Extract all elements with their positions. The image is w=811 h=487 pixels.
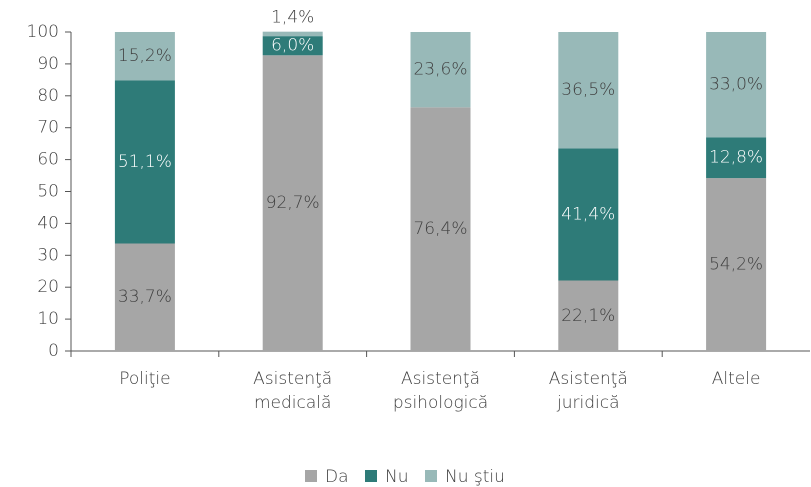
bar-segment — [558, 32, 619, 149]
bar-segment — [410, 107, 471, 351]
bar-segment — [706, 137, 767, 179]
data-label: 6,0% — [271, 36, 314, 56]
bar-segment — [262, 55, 323, 352]
data-label: 41,4% — [561, 204, 615, 224]
y-tick-label: 40 — [37, 213, 59, 233]
data-label: 1,4% — [271, 8, 314, 28]
y-tick-label: 60 — [37, 150, 59, 170]
legend-label: Nu — [385, 467, 409, 487]
y-tick-label: 10 — [37, 309, 59, 329]
y-tick-label: 30 — [37, 245, 59, 265]
data-label: 92,7% — [266, 193, 320, 213]
bar-segment — [262, 36, 323, 56]
y-tick-label: 80 — [37, 86, 59, 106]
y-tick-label: 90 — [37, 54, 59, 74]
bar-segment — [410, 32, 471, 108]
bar-segment — [706, 178, 767, 351]
y-tick-label: 100 — [27, 22, 59, 42]
x-tick-label: Asistenţă medicală — [253, 369, 332, 413]
x-tick-label: Asistenţă juridică — [549, 369, 628, 413]
data-label: 12,8% — [709, 148, 763, 168]
legend-swatch — [365, 470, 377, 482]
data-label: 23,6% — [413, 60, 467, 80]
x-tick-label: Asistenţă psihologică — [393, 369, 488, 413]
bar-segment — [262, 31, 323, 37]
x-tick-label: Altele — [712, 369, 761, 389]
y-tick-label: 50 — [37, 182, 59, 202]
data-label: 15,2% — [118, 46, 172, 66]
data-label: 36,5% — [561, 80, 615, 100]
data-label: 33,7% — [118, 287, 172, 307]
legend-swatch — [425, 470, 437, 482]
legend-swatch — [305, 470, 317, 482]
y-tick-label: 70 — [37, 118, 59, 138]
data-label: 33,0% — [709, 75, 763, 95]
data-label: 22,1% — [561, 306, 615, 326]
legend-label: Da — [325, 467, 349, 487]
data-label: 51,1% — [118, 152, 172, 172]
data-label: 54,2% — [709, 255, 763, 275]
bar-segment — [114, 80, 175, 244]
legend-label: Nu ştiu — [445, 467, 505, 487]
bar-segment — [558, 148, 619, 281]
y-tick-label: 20 — [37, 277, 59, 297]
data-label: 76,4% — [413, 219, 467, 239]
bar-segment — [114, 32, 175, 81]
bar-segment — [558, 280, 619, 351]
y-tick-label: 0 — [48, 341, 59, 361]
x-tick-label: Poliţie — [119, 369, 170, 389]
bar-segment — [114, 243, 175, 351]
bar-segment — [706, 32, 767, 138]
